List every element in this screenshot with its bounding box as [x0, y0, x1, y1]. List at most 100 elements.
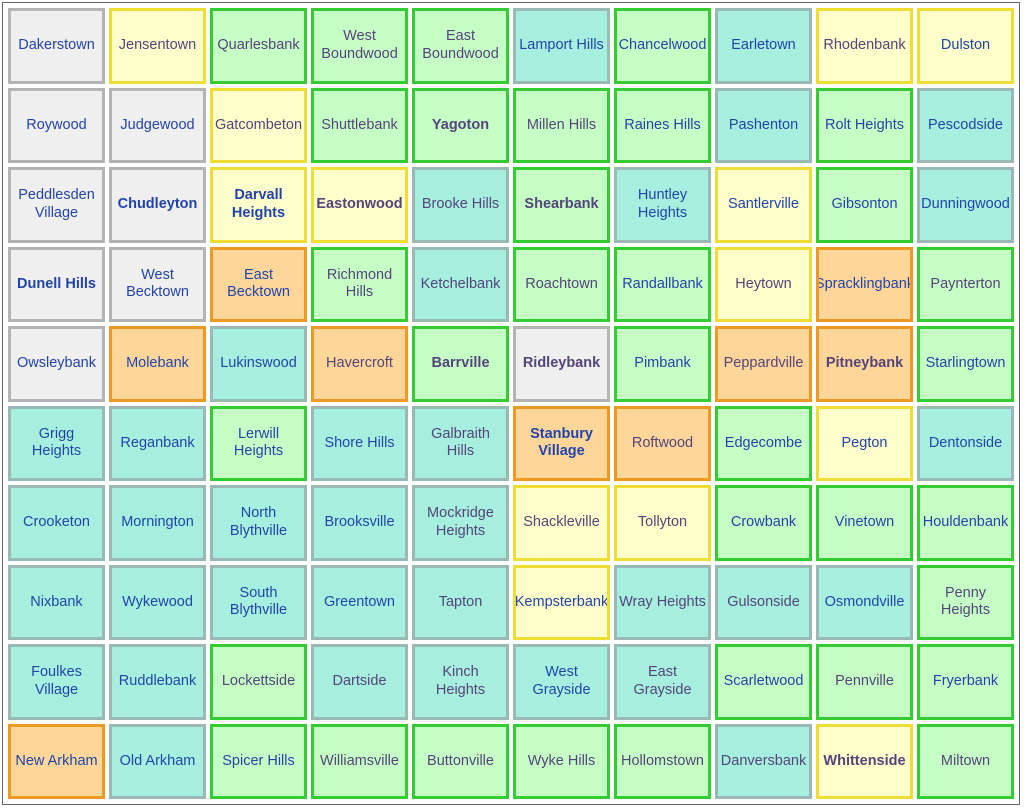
suburb-cell[interactable]: Lerwill Heights	[210, 405, 307, 481]
suburb-cell[interactable]: Shore Hills	[311, 405, 408, 481]
suburb-cell[interactable]: Rhodenbank	[816, 8, 913, 84]
suburb-cell[interactable]: Pescodside	[917, 87, 1014, 163]
suburb-cell[interactable]: Miltown	[917, 723, 1014, 799]
suburb-cell[interactable]: Lockettside	[210, 644, 307, 720]
suburb-cell[interactable]: Lamport Hills	[513, 8, 610, 84]
suburb-cell[interactable]: Brooke Hills	[412, 167, 509, 243]
suburb-cell[interactable]: Chancelwood	[614, 8, 711, 84]
suburb-cell[interactable]: Kinch Heights	[412, 644, 509, 720]
suburb-cell[interactable]: Quarlesbank	[210, 8, 307, 84]
suburb-cell[interactable]: Brooksville	[311, 485, 408, 561]
suburb-cell[interactable]: Hollomstown	[614, 723, 711, 799]
suburb-cell[interactable]: Whittenside	[816, 723, 913, 799]
suburb-cell[interactable]: Edgecombe	[715, 405, 812, 481]
suburb-cell[interactable]: Molebank	[109, 326, 206, 402]
suburb-cell[interactable]: Nixbank	[8, 564, 105, 640]
suburb-cell[interactable]: Rolt Heights	[816, 87, 913, 163]
suburb-cell[interactable]: Jensentown	[109, 8, 206, 84]
suburb-cell[interactable]: Owsleybank	[8, 326, 105, 402]
suburb-cell[interactable]: Dunell Hills	[8, 246, 105, 322]
suburb-cell[interactable]: Ruddlebank	[109, 644, 206, 720]
suburb-cell[interactable]: Chudleyton	[109, 167, 206, 243]
suburb-cell[interactable]: Darvall Heights	[210, 167, 307, 243]
suburb-cell[interactable]: West Becktown	[109, 246, 206, 322]
suburb-cell[interactable]: Heytown	[715, 246, 812, 322]
suburb-cell[interactable]: Scarletwood	[715, 644, 812, 720]
suburb-cell[interactable]: Pennville	[816, 644, 913, 720]
suburb-cell[interactable]: Dakerstown	[8, 8, 105, 84]
suburb-cell[interactable]: Raines Hills	[614, 87, 711, 163]
suburb-cell[interactable]: Lukinswood	[210, 326, 307, 402]
suburb-cell[interactable]: Kempsterbank	[513, 564, 610, 640]
suburb-cell[interactable]: Gibsonton	[816, 167, 913, 243]
suburb-cell[interactable]: Randallbank	[614, 246, 711, 322]
suburb-cell[interactable]: Dunningwood	[917, 167, 1014, 243]
suburb-cell[interactable]: New Arkham	[8, 723, 105, 799]
suburb-cell[interactable]: Ketchelbank	[412, 246, 509, 322]
suburb-cell[interactable]: Earletown	[715, 8, 812, 84]
suburb-cell[interactable]: East Boundwood	[412, 8, 509, 84]
suburb-cell[interactable]: Penny Heights	[917, 564, 1014, 640]
suburb-cell[interactable]: Wykewood	[109, 564, 206, 640]
suburb-cell[interactable]: Mockridge Heights	[412, 485, 509, 561]
suburb-cell[interactable]: Millen Hills	[513, 87, 610, 163]
suburb-cell[interactable]: Galbraith Hills	[412, 405, 509, 481]
suburb-cell[interactable]: Pimbank	[614, 326, 711, 402]
suburb-cell[interactable]: Crowbank	[715, 485, 812, 561]
suburb-cell[interactable]: Gatcombeton	[210, 87, 307, 163]
suburb-cell[interactable]: Judgewood	[109, 87, 206, 163]
suburb-cell[interactable]: Ridleybank	[513, 326, 610, 402]
suburb-cell[interactable]: West Grayside	[513, 644, 610, 720]
suburb-cell[interactable]: Peppardville	[715, 326, 812, 402]
suburb-cell[interactable]: Shuttlebank	[311, 87, 408, 163]
suburb-cell[interactable]: Peddlesden Village	[8, 167, 105, 243]
suburb-cell[interactable]: Pashenton	[715, 87, 812, 163]
suburb-cell[interactable]: Roftwood	[614, 405, 711, 481]
suburb-cell[interactable]: Wyke Hills	[513, 723, 610, 799]
suburb-cell[interactable]: Fryerbank	[917, 644, 1014, 720]
suburb-cell[interactable]: Gulsonside	[715, 564, 812, 640]
suburb-cell[interactable]: West Boundwood	[311, 8, 408, 84]
suburb-cell[interactable]: Spicer Hills	[210, 723, 307, 799]
suburb-cell[interactable]: Vinetown	[816, 485, 913, 561]
suburb-cell[interactable]: Huntley Heights	[614, 167, 711, 243]
suburb-cell[interactable]: Grigg Heights	[8, 405, 105, 481]
suburb-cell[interactable]: East Becktown	[210, 246, 307, 322]
suburb-cell[interactable]: Santlerville	[715, 167, 812, 243]
suburb-cell[interactable]: Pegton	[816, 405, 913, 481]
suburb-cell[interactable]: Havercroft	[311, 326, 408, 402]
suburb-cell[interactable]: Houldenbank	[917, 485, 1014, 561]
suburb-cell[interactable]: Greentown	[311, 564, 408, 640]
suburb-cell[interactable]: Roachtown	[513, 246, 610, 322]
suburb-cell[interactable]: Richmond Hills	[311, 246, 408, 322]
suburb-cell[interactable]: Roywood	[8, 87, 105, 163]
suburb-cell[interactable]: Tollyton	[614, 485, 711, 561]
suburb-cell[interactable]: Starlingtown	[917, 326, 1014, 402]
suburb-cell[interactable]: Dartside	[311, 644, 408, 720]
suburb-cell[interactable]: North Blythville	[210, 485, 307, 561]
suburb-cell[interactable]: Osmondville	[816, 564, 913, 640]
suburb-cell[interactable]: Old Arkham	[109, 723, 206, 799]
suburb-cell[interactable]: Dulston	[917, 8, 1014, 84]
suburb-cell[interactable]: Crooketon	[8, 485, 105, 561]
suburb-cell[interactable]: Dentonside	[917, 405, 1014, 481]
suburb-cell[interactable]: Mornington	[109, 485, 206, 561]
suburb-cell[interactable]: Barrville	[412, 326, 509, 402]
suburb-cell[interactable]: Wray Heights	[614, 564, 711, 640]
suburb-cell[interactable]: Foulkes Village	[8, 644, 105, 720]
suburb-cell[interactable]: East Grayside	[614, 644, 711, 720]
suburb-cell[interactable]: Yagoton	[412, 87, 509, 163]
suburb-cell[interactable]: South Blythville	[210, 564, 307, 640]
suburb-cell[interactable]: Buttonville	[412, 723, 509, 799]
suburb-cell[interactable]: Reganbank	[109, 405, 206, 481]
suburb-cell[interactable]: Danversbank	[715, 723, 812, 799]
suburb-cell[interactable]: Williamsville	[311, 723, 408, 799]
suburb-cell[interactable]: Stanbury Village	[513, 405, 610, 481]
suburb-cell[interactable]: Paynterton	[917, 246, 1014, 322]
suburb-cell[interactable]: Tapton	[412, 564, 509, 640]
suburb-cell[interactable]: Eastonwood	[311, 167, 408, 243]
suburb-cell[interactable]: Shearbank	[513, 167, 610, 243]
suburb-cell[interactable]: Shackleville	[513, 485, 610, 561]
suburb-cell[interactable]: Spracklingbank	[816, 246, 913, 322]
suburb-cell[interactable]: Pitneybank	[816, 326, 913, 402]
